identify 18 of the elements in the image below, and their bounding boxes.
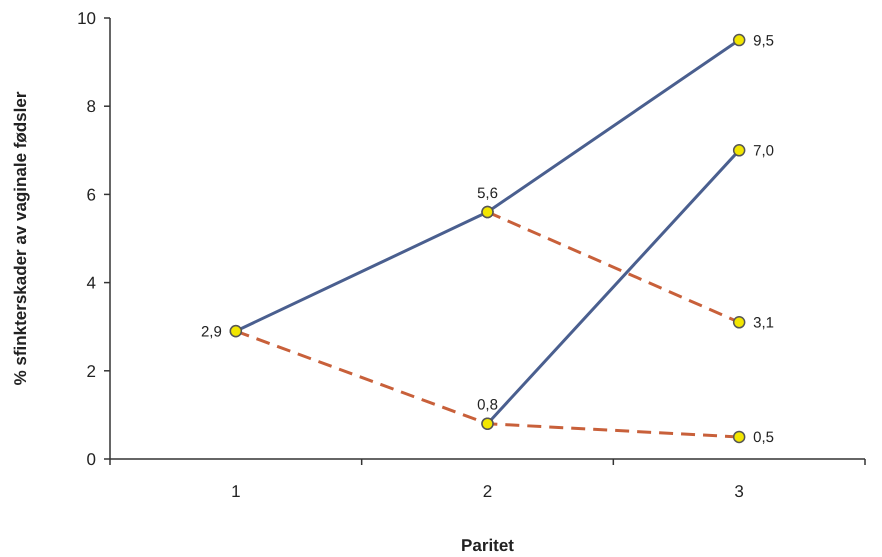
y-tick-label: 4 xyxy=(86,274,96,293)
y-tick-label: 0 xyxy=(86,450,96,469)
x-axis-title: Paritet xyxy=(461,536,514,555)
data-label: 3,1 xyxy=(753,314,774,332)
y-axis-title: % sfinkterskader av vaginale fødsler xyxy=(11,91,30,386)
data-label: 2,9 xyxy=(200,323,222,340)
data-label: 5,6 xyxy=(477,185,498,202)
data-label: 9,5 xyxy=(753,32,774,50)
y-tick-label: 8 xyxy=(86,97,96,116)
x-tick-label: 2 xyxy=(482,482,492,501)
y-tick-label: 10 xyxy=(77,8,96,28)
x-tick-label: 1 xyxy=(231,482,241,501)
data-label: 0,5 xyxy=(753,429,774,446)
y-tick-label: 2 xyxy=(86,362,96,381)
y-tick-label: 6 xyxy=(86,185,96,204)
x-tick-label: 3 xyxy=(734,482,744,501)
data-label: 7,0 xyxy=(753,142,774,160)
data-label: 0,8 xyxy=(477,396,498,414)
